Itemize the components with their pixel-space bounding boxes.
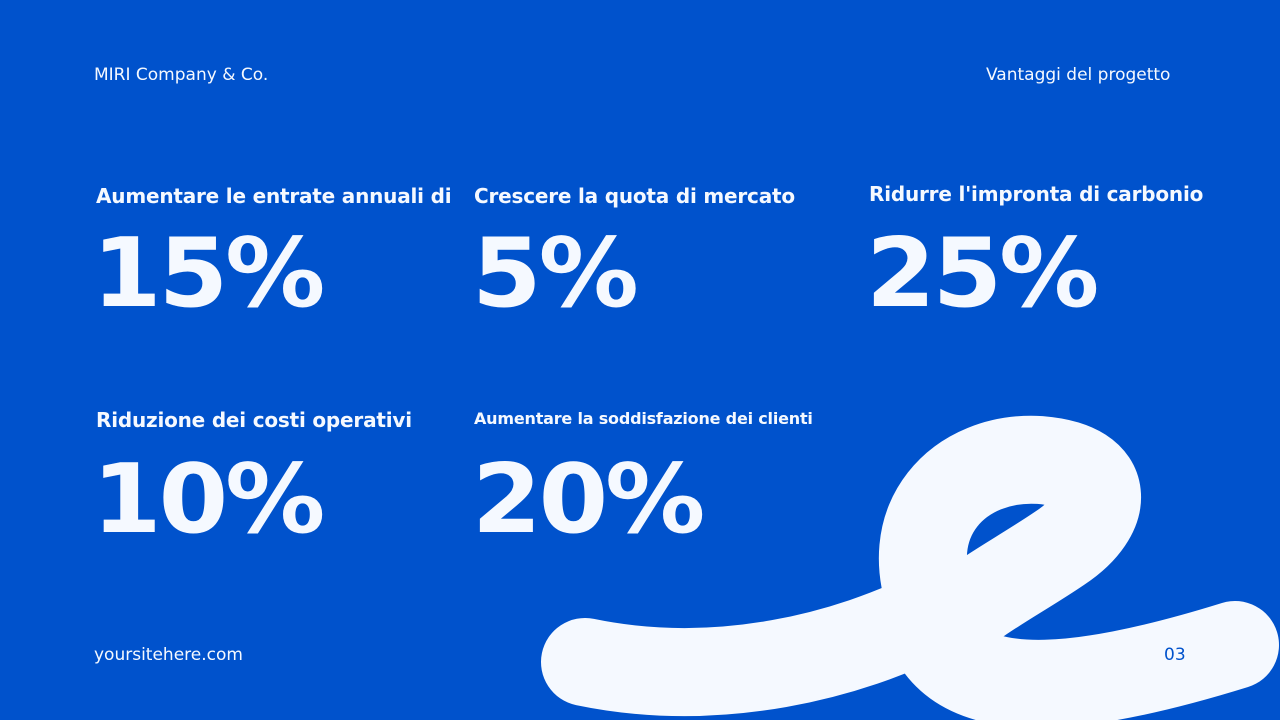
stat-label: Riduzione dei costi operativi xyxy=(96,408,412,432)
page-number: 03 xyxy=(1164,645,1186,665)
stat-label: Ridurre l'impronta di carbonio xyxy=(869,182,1204,206)
stat-label: Crescere la quota di mercato xyxy=(474,184,795,208)
stat-value: 5% xyxy=(472,217,639,329)
stat-value: 15% xyxy=(92,217,325,329)
section-title: Vantaggi del progetto xyxy=(986,65,1171,85)
stat-value: 10% xyxy=(92,443,325,555)
stat-value: 20% xyxy=(472,443,705,555)
company-name: MIRI Company & Co. xyxy=(94,65,269,85)
stat-value: 25% xyxy=(866,217,1099,329)
website-link[interactable]: yoursitehere.com xyxy=(94,645,243,665)
stat-label: Aumentare la soddisfazione dei clienti xyxy=(474,409,813,428)
stat-label: Aumentare le entrate annuali di xyxy=(96,184,452,208)
